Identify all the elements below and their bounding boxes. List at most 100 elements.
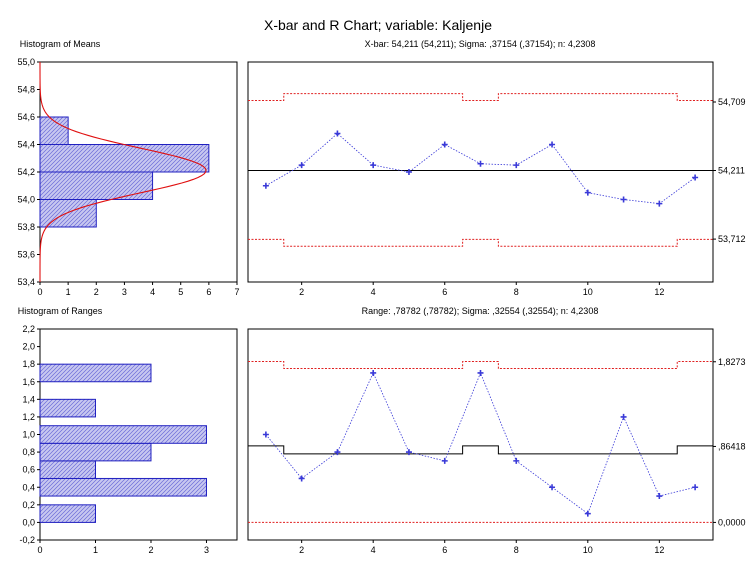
means-histogram-y-tick-label-5: 54,4 <box>17 140 35 150</box>
range-chart-x-tick-label-0: 2 <box>299 545 304 555</box>
range-chart-x-tick-label-4: 10 <box>583 545 593 555</box>
ranges-histogram-y-tick-label-8: 1,4 <box>22 394 35 404</box>
means-histogram-y-tick-label-2: 53,8 <box>17 222 35 232</box>
ranges-histogram-y-tick-label-4: 0,6 <box>22 465 35 475</box>
range-chart-point-10 <box>584 510 591 517</box>
ranges-histogram-y-tick-label-10: 1,8 <box>22 359 35 369</box>
means-histogram-x-tick-label-5: 5 <box>178 287 183 297</box>
range-chart-point-1 <box>262 431 269 438</box>
xbar-chart-title: X-bar: 54,211 (54,211); Sigma: ,37154 (,… <box>365 39 596 49</box>
ranges-histogram-y-tick-label-7: 1,2 <box>22 412 35 422</box>
range-chart-center-line <box>248 445 713 455</box>
range-chart-point-12 <box>656 493 663 500</box>
means-histogram-x-tick-label-1: 1 <box>66 287 71 297</box>
means-histogram-x-tick-label-4: 4 <box>150 287 155 297</box>
ranges-histogram-bar-3 <box>39 442 152 462</box>
range-chart-upper-control-limit <box>248 361 713 370</box>
xbar-chart-x-tick-label-0: 2 <box>299 287 304 297</box>
xbar-chart-right-label-0: 54,709 <box>718 97 746 107</box>
range-chart-right-label-1: ,86418 <box>718 441 746 451</box>
xbar-chart-point-8 <box>513 162 520 169</box>
xbar-chart-x-tick-label-3: 8 <box>514 287 519 297</box>
means-histogram-y-tick-label-1: 53,6 <box>17 250 35 260</box>
ranges-histogram-x-tick-label-2: 2 <box>148 545 153 555</box>
means-histogram-x-tick-label-2: 2 <box>94 287 99 297</box>
means-histogram-y-tick-label-0: 53,4 <box>17 277 35 287</box>
range-chart-right-label-0: 1,8273 <box>718 357 746 367</box>
xbar-chart-point-4 <box>370 162 377 169</box>
xbar-chart-x-tick-label-4: 10 <box>583 287 593 297</box>
means-histogram-normal-curve <box>39 62 207 282</box>
ranges-histogram-x-tick-label-0: 0 <box>37 545 42 555</box>
ranges-histogram-y-tick-label-11: 2,0 <box>22 342 35 352</box>
ranges-histogram-bar-6 <box>39 363 152 383</box>
range-chart-x-tick-label-5: 12 <box>654 545 664 555</box>
ranges-histogram-y-tick-label-5: 0,8 <box>22 447 35 457</box>
ranges-histogram-bar-4 <box>39 425 207 444</box>
xbar-chart-right-label-1: 54,211 <box>718 165 745 175</box>
range-chart-point-4 <box>370 369 377 376</box>
xbar-chart-frame <box>247 61 714 283</box>
xbar-chart-point-9 <box>549 141 556 148</box>
range-chart-x-tick-label-1: 4 <box>371 545 376 555</box>
ranges-histogram-y-tick-label-1: 0,0 <box>22 517 35 527</box>
range-chart-point-9 <box>549 484 556 491</box>
means-histogram-y-tick-label-6: 54,6 <box>17 112 35 122</box>
ranges-histogram-bar-2 <box>39 460 96 479</box>
xbar-chart-x-tick-label-2: 6 <box>442 287 447 297</box>
ranges-histogram-y-tick-label-3: 0,4 <box>22 482 35 492</box>
xbar-chart-point-11 <box>620 196 627 203</box>
range-chart-point-13 <box>692 484 699 491</box>
xbar-chart-point-1 <box>262 182 269 189</box>
range-chart-point-7 <box>477 369 484 376</box>
means-histogram-y-tick-label-4: 54,2 <box>17 167 35 177</box>
ranges-histogram-x-tick-label-3: 3 <box>204 545 209 555</box>
xbar-chart-upper-control-limit <box>248 93 713 101</box>
xbar-chart-point-12 <box>656 200 663 207</box>
xbar-chart-lower-control-limit <box>248 238 713 247</box>
xbar-chart-x-tick-label-1: 4 <box>371 287 376 297</box>
means-histogram-x-tick-label-6: 6 <box>206 287 211 297</box>
xbar-chart-right-label-2: 53,712 <box>718 234 746 244</box>
ranges-histogram-y-tick-label-2: 0,2 <box>22 500 35 510</box>
ranges-histogram-bar-5 <box>39 398 96 418</box>
ranges-histogram-title: Histogram of Ranges <box>18 306 103 316</box>
range-chart-point-11 <box>620 413 627 420</box>
ranges-histogram-x-tick-label-1: 1 <box>93 545 98 555</box>
xbar-chart-point-6 <box>441 141 448 148</box>
xbar-chart-x-tick-label-5: 12 <box>654 287 664 297</box>
xbar-chart-point-7 <box>477 160 484 167</box>
range-chart-frame <box>247 328 714 541</box>
range-chart-point-2 <box>298 475 305 482</box>
ranges-histogram-y-tick-label-12: 2,2 <box>22 324 35 334</box>
means-histogram-bar-1 <box>39 171 154 200</box>
main-title: X-bar and R Chart; variable: Kaljenje <box>264 17 492 33</box>
range-chart-x-tick-label-2: 6 <box>442 545 447 555</box>
xbar-chart-point-5 <box>405 169 412 175</box>
range-chart-point-8 <box>513 457 520 464</box>
range-chart-title: Range: ,78782 (,78782); Sigma: ,32554 (,… <box>362 306 599 316</box>
means-histogram-x-tick-label-3: 3 <box>122 287 127 297</box>
ranges-histogram-bar-1 <box>39 477 207 497</box>
ranges-histogram-y-tick-label-9: 1,6 <box>22 377 35 387</box>
xbar-chart-point-13 <box>692 174 699 181</box>
ranges-histogram-y-tick-label-0: -0,2 <box>19 535 35 545</box>
means-histogram-y-tick-label-3: 54,0 <box>17 195 35 205</box>
range-chart-point-5 <box>405 449 412 456</box>
xbar-chart-point-10 <box>584 189 591 196</box>
means-histogram-bar-0 <box>39 199 97 228</box>
xbar-chart-point-3 <box>334 130 341 137</box>
ranges-histogram-y-tick-label-6: 1,0 <box>22 430 35 440</box>
means-histogram-x-tick-label-7: 7 <box>234 287 239 297</box>
ranges-histogram-bar-0 <box>39 504 96 523</box>
means-histogram-title: Histogram of Means <box>20 39 101 49</box>
range-chart-point-3 <box>334 449 341 456</box>
means-histogram-x-tick-label-0: 0 <box>37 287 42 297</box>
means-histogram-y-tick-label-7: 54,8 <box>17 85 35 95</box>
means-histogram-y-tick-label-8: 55,0 <box>17 57 35 67</box>
range-chart-x-tick-label-3: 8 <box>514 545 519 555</box>
range-chart-right-label-2: 0,0000 <box>718 517 746 527</box>
xbar-chart-point-2 <box>298 162 305 169</box>
